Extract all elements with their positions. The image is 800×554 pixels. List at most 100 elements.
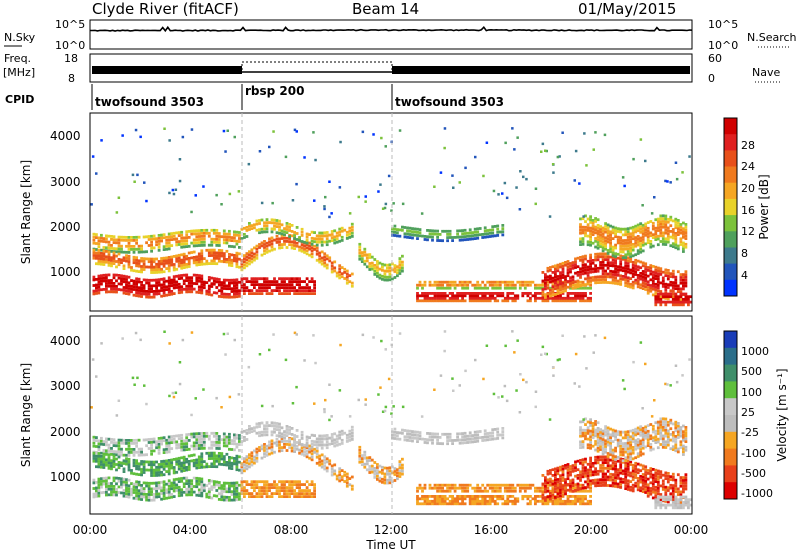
power-cell [365, 256, 369, 260]
velocity-cell [308, 456, 311, 460]
power-cell [315, 252, 319, 256]
scatter-cell [681, 171, 684, 174]
power-cbar-tick-4: 4 [741, 269, 748, 282]
velocity-cell [130, 469, 133, 472]
velocity-cell [516, 499, 520, 503]
velocity-cell [222, 432, 226, 436]
velocity-cell [431, 495, 434, 498]
velocity-cell [564, 492, 567, 496]
velocity-cell [554, 496, 557, 499]
power-cell [596, 229, 600, 233]
velocity-cell [544, 499, 547, 502]
velocity-cell [283, 443, 286, 446]
power-cell [195, 238, 199, 242]
velocity-cell [576, 499, 580, 503]
velocity-cell [175, 486, 179, 490]
velocity-cell [142, 490, 146, 493]
velocity-cell [388, 481, 392, 485]
velocity-cell [152, 449, 156, 453]
power-cell [132, 248, 136, 251]
power-cell [601, 278, 605, 281]
velocity-cell [152, 495, 156, 499]
power-cell [205, 281, 209, 284]
velocity-cell [125, 457, 128, 461]
power-cell [345, 272, 349, 276]
power-cell [501, 294, 505, 298]
power-cell [529, 299, 532, 303]
velocity-cell [160, 480, 163, 484]
velocity-cell [142, 453, 146, 457]
power-cell [682, 244, 685, 248]
power-cell [318, 240, 322, 244]
power-cell [584, 214, 587, 218]
power-cell [132, 258, 136, 262]
power-cell [190, 251, 194, 254]
velocity-cell [441, 502, 444, 506]
scatter-cell [323, 207, 326, 211]
power-cell [634, 239, 638, 242]
velocity-cell [243, 436, 246, 439]
power-cell [611, 254, 615, 258]
velocity-cell [443, 502, 447, 506]
power-cell [238, 289, 241, 293]
power-cell [333, 266, 337, 270]
power-cell [92, 241, 96, 245]
power-cell [453, 286, 457, 290]
velocity-cell [491, 437, 495, 441]
velocity-cell [255, 422, 259, 426]
power-cell [674, 232, 678, 235]
power-cell [669, 275, 673, 278]
velocity-cell [280, 437, 284, 440]
velocity-cell [235, 489, 239, 493]
power-cell [177, 231, 181, 234]
power-cell [511, 292, 515, 295]
velocity-cell [574, 489, 577, 492]
power-cell [388, 269, 392, 273]
power-cell [215, 232, 219, 235]
velocity-cell [115, 463, 118, 466]
velocity-cell [137, 462, 141, 466]
velocity-cell [564, 489, 567, 493]
power-cell [551, 276, 555, 280]
power-cell [674, 223, 678, 227]
power-cell [604, 227, 607, 231]
power-cell [370, 255, 374, 259]
power-cell [659, 298, 663, 301]
velocity-cell [318, 434, 322, 438]
velocity-cell [446, 497, 449, 501]
power-cell [491, 292, 495, 295]
power-cell [544, 278, 547, 282]
velocity-cell [325, 457, 329, 461]
velocity-cell [576, 459, 580, 463]
velocity-cell [253, 455, 256, 459]
power-cell [182, 260, 186, 264]
velocity-cell [140, 486, 143, 490]
scatter-cell [666, 180, 669, 183]
velocity-cell [280, 432, 284, 436]
power-cell [260, 230, 264, 234]
velocity-cell [574, 460, 577, 464]
power-cell [152, 271, 156, 274]
velocity-cell [125, 442, 128, 445]
freq-band-left [92, 66, 242, 74]
power-cell [102, 288, 106, 291]
velocity-cell [110, 459, 113, 463]
velocity-cell [295, 495, 299, 498]
power-cell [142, 257, 146, 261]
velocity-cell [150, 466, 153, 469]
velocity-cell [185, 476, 189, 480]
power-cell [624, 258, 628, 262]
power-cell [363, 259, 367, 263]
velocity-cell [132, 458, 136, 462]
velocity-cell [210, 465, 214, 468]
velocity-cell [325, 469, 329, 473]
power-cell [150, 257, 153, 261]
power-cell [305, 238, 309, 242]
power-cell [666, 229, 670, 233]
power-cell [270, 283, 274, 286]
velocity-cell [197, 432, 201, 435]
power-cell [401, 260, 404, 264]
velocity-cell [421, 486, 424, 490]
velocity-cell [212, 485, 216, 489]
power-cell [471, 292, 475, 295]
